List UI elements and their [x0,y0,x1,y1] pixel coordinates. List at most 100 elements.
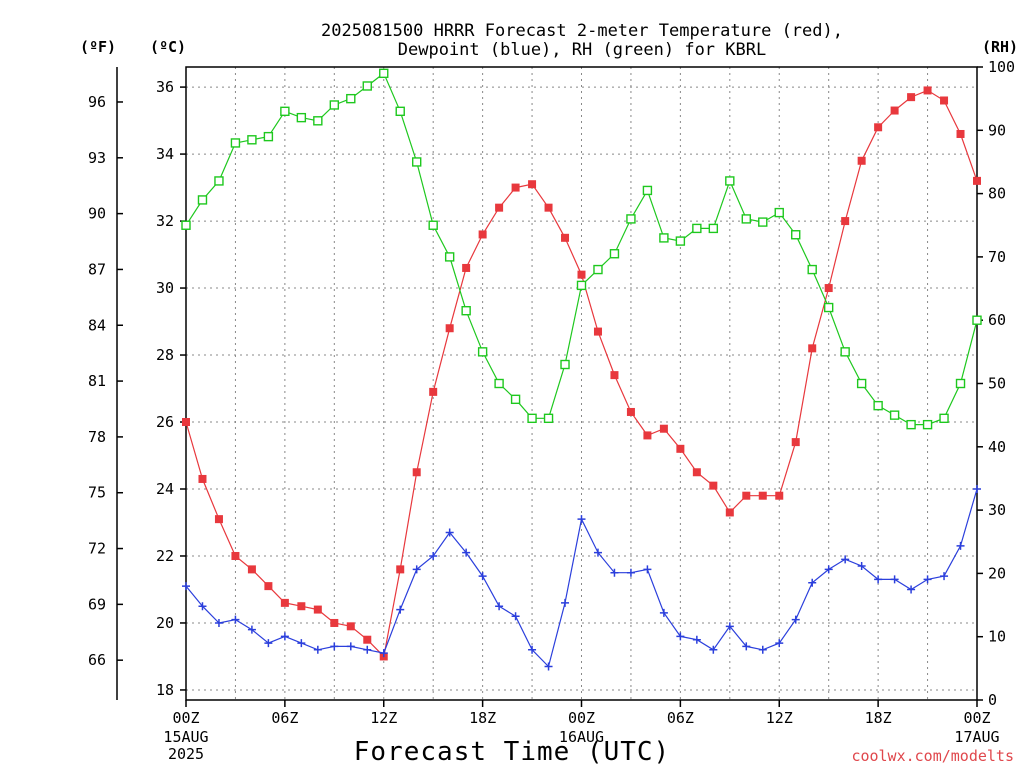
rh-point [379,68,389,79]
dewpoint-point [396,605,405,614]
rh-tick-label: 40 [988,438,1006,456]
temperature-point [923,86,932,95]
rh-point [510,394,521,405]
celsius-tick-label: 18 [156,681,174,699]
rh-point [247,135,257,145]
temperature-point [841,217,850,226]
temperature-point [231,551,240,560]
rh-point [280,106,290,117]
dewpoint-point [280,632,289,641]
fahrenheit-tick-label: 84 [88,316,106,334]
rh-point [477,347,488,357]
dewpoint-point [742,642,751,651]
fahrenheit-tick-label: 75 [88,484,106,502]
fahrenheit-tick-label: 96 [88,93,106,111]
rh-point [758,217,768,227]
dewpoint-point [709,645,718,654]
rh-point [230,138,241,148]
dewpoint-point [429,551,438,560]
rh-point [543,413,554,424]
dewpoint-point [973,485,981,493]
rh-point [692,223,702,234]
temperature-point [610,371,619,380]
x-tick-label: 00Z [568,709,595,727]
temperature-point [643,431,652,440]
temperature-point [462,263,471,272]
dewpoint-point [561,598,570,607]
x-tick-date-label: 2025 [168,745,204,763]
rh-point [181,220,191,230]
rh-point [840,347,850,357]
dewpoint-point [495,602,504,611]
rh-point [642,185,653,196]
dewpoint-point [923,575,932,584]
dewpoint-point [725,622,734,631]
rh-point [395,106,405,117]
rh-point [296,112,307,123]
rh-tick-label: 10 [988,628,1006,646]
dewpoint-point [659,608,668,617]
temperature-point [956,129,965,138]
x-axis-title: Forecast Time (UTC) [354,737,670,767]
rh-point [675,236,686,246]
temperature-point [511,183,520,192]
x-tick-label: 12Z [766,709,793,727]
rh-unit-label: (RH) [982,38,1018,56]
dewpoint-point [791,615,800,624]
dewpoint-point [775,639,784,648]
celsius-tick-label: 28 [156,346,174,364]
rh-tick-label: 60 [988,311,1006,329]
dewpoint-point [462,548,471,557]
rh-point [791,230,801,240]
rh-tick-label: 90 [988,121,1006,139]
temperature-point [495,203,504,212]
temperature-point [775,491,784,500]
chart-title: 2025081500 HRRR Forecast 2-meter Tempera… [321,21,843,60]
dewpoint-point [330,642,339,651]
rh-tick-label: 100 [988,58,1015,76]
temperature-point [857,156,866,165]
dewpoint-point [445,528,454,537]
temperature-point [363,635,372,644]
x-tick-label: 12Z [370,709,397,727]
dewpoint-point [676,632,685,641]
dewpoint-point [577,515,586,524]
dewpoint-point [214,618,223,627]
axes: 66 69 72 75 78 81 84 87 90 93 96 18 20 22 24 26 28 30 32 34… [88,58,1015,763]
credit-text: coolwx.com/modelts [851,747,1014,765]
dewpoint-point [940,572,949,581]
celsius-tick-label: 30 [156,279,174,297]
dewpoint-point [890,575,899,584]
temperature-point [396,565,405,574]
temperature-point [429,387,438,396]
temperature-point [659,424,668,433]
temperature-point [214,515,223,524]
temperature-point [182,418,190,427]
dewpoint-point [198,602,207,611]
dewpoint-point [346,642,355,651]
temperature-point [973,176,981,185]
celsius-tick-label: 22 [156,547,174,565]
fahrenheit-tick-label: 78 [88,428,106,446]
celsius-tick-label: 32 [156,212,174,230]
dewpoint-point [544,662,553,671]
rh-point [922,419,933,430]
rh-point [889,410,900,420]
dewpoint-point [692,635,701,644]
rh-point [593,264,603,275]
rh-tick-label: 0 [988,691,997,709]
rh-tick-label: 30 [988,501,1006,519]
dewpoint-point [231,615,240,624]
rh-point [906,419,916,430]
x-tick-date-label: 17AUG [954,728,999,746]
x-tick-date-label: 16AUG [559,728,604,746]
dewpoint-point [363,645,372,654]
rh-point [708,223,719,234]
rh-point [823,302,834,313]
x-tick-date-label: 15AUG [163,728,208,746]
rh-point [494,378,504,389]
rh-point [197,195,208,205]
rh-point [362,81,372,91]
rh-point [725,176,735,186]
